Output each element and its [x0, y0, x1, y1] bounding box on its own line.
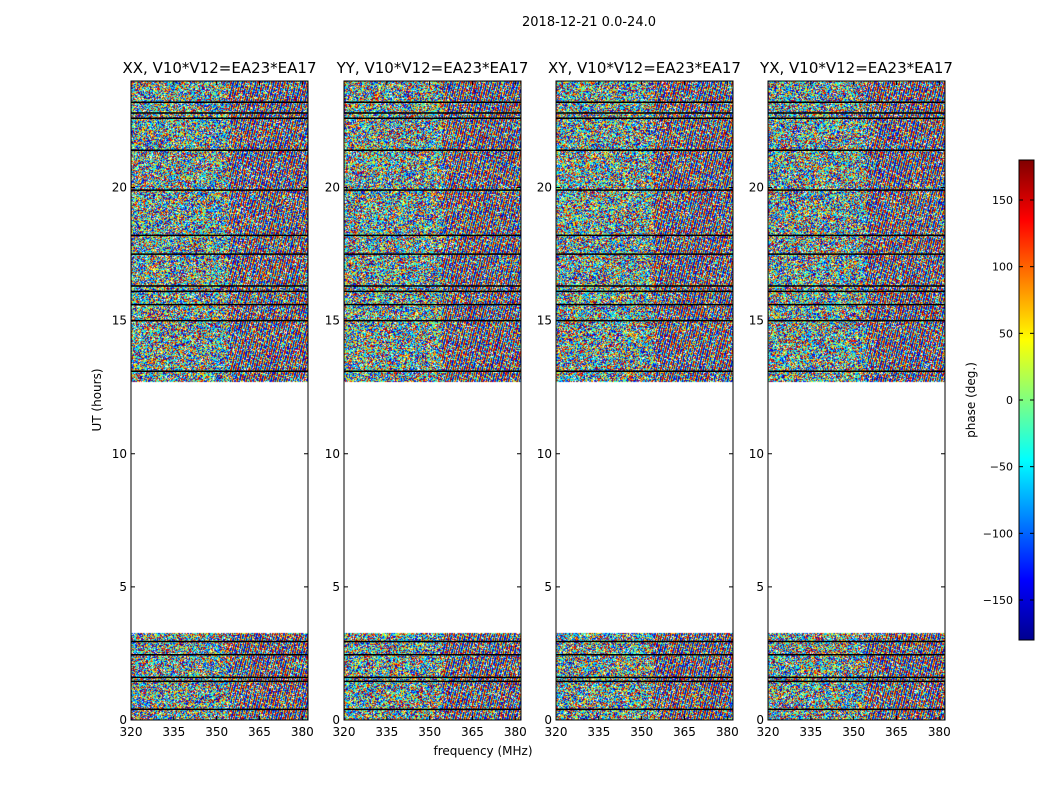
heatmap-image: [131, 81, 308, 720]
y-tick-label: 10: [749, 447, 764, 461]
colorbar-tick-label: 150: [992, 194, 1013, 207]
y-tick-label: 10: [112, 447, 127, 461]
colorbar-tick-label: 50: [999, 327, 1013, 340]
y-axis-label: UT (hours): [90, 368, 104, 431]
y-tick-label: 20: [325, 181, 340, 195]
heatmap-image: [556, 81, 733, 720]
x-tick-label: 380: [291, 725, 314, 739]
x-tick-label: 335: [587, 725, 610, 739]
x-tick-label: 335: [375, 725, 398, 739]
x-tick-label: 380: [504, 725, 527, 739]
heatmap-image: [768, 81, 945, 720]
panel-frame: [555, 80, 734, 721]
panel-frame: [767, 80, 946, 721]
panel-title: YX, V10*V12=EA23*EA17: [759, 59, 953, 77]
x-tick-label: 365: [673, 725, 696, 739]
y-tick-label: 5: [544, 580, 552, 594]
y-tick-label: 20: [537, 181, 552, 195]
heatmap-image: [344, 81, 521, 720]
y-tick-label: 0: [544, 713, 552, 727]
panel: YY, V10*V12=EA23*EA17 320 335 350 365 380 0 5 10…: [325, 59, 529, 739]
panel: XY, V10*V12=EA23*EA17 320 335 350 365 380 0 5 10…: [537, 59, 741, 739]
x-tick-label: 320: [120, 725, 143, 739]
y-tick-label: 5: [756, 580, 764, 594]
y-tick-label: 5: [332, 580, 340, 594]
x-axis-label: frequency (MHz): [433, 744, 532, 758]
y-tick-label: 15: [537, 314, 552, 328]
colorbar-label: phase (deg.): [964, 362, 978, 438]
y-tick-label: 0: [332, 713, 340, 727]
panel-title: XY, V10*V12=EA23*EA17: [548, 59, 741, 77]
y-tick-label: 0: [756, 713, 764, 727]
y-tick-label: 15: [325, 314, 340, 328]
x-tick-label: 350: [205, 725, 228, 739]
x-tick-label: 350: [418, 725, 441, 739]
x-tick-label: 365: [885, 725, 908, 739]
y-tick-label: 0: [119, 713, 127, 727]
colorbar-tick-label: 0: [1006, 394, 1013, 407]
x-tick-label: 350: [842, 725, 865, 739]
x-tick-label: 365: [461, 725, 484, 739]
x-tick-label: 335: [799, 725, 822, 739]
y-tick-label: 20: [112, 181, 127, 195]
colorbar: 150 100 50 0 −50 −100 −150 phase (deg.): [964, 159, 1035, 641]
x-tick-label: 320: [333, 725, 356, 739]
figure-title: 2018-12-21 0.0-24.0: [522, 15, 656, 30]
panel-title: YY, V10*V12=EA23*EA17: [336, 59, 529, 77]
y-tick-label: 10: [537, 447, 552, 461]
colorbar-tick-label: −100: [983, 527, 1013, 540]
y-tick-label: 20: [749, 181, 764, 195]
x-tick-label: 380: [928, 725, 951, 739]
x-tick-label: 350: [630, 725, 653, 739]
x-tick-label: 365: [248, 725, 271, 739]
panel-title: XX, V10*V12=EA23*EA17: [122, 59, 316, 77]
x-tick-label: 320: [757, 725, 780, 739]
y-tick-label: 10: [325, 447, 340, 461]
x-tick-label: 380: [716, 725, 739, 739]
y-tick-label: 15: [749, 314, 764, 328]
y-tick-label: 5: [119, 580, 127, 594]
panel-frame: [130, 80, 309, 721]
panel-frame: [343, 80, 522, 721]
colorbar-tick-label: −150: [983, 594, 1013, 607]
colorbar-tick-label: −50: [990, 461, 1013, 474]
colorbar-tick-label: 100: [992, 261, 1013, 274]
panel: XX, V10*V12=EA23*EA17 320 335 350 365 380 0 5 10…: [112, 59, 317, 739]
x-tick-label: 320: [545, 725, 568, 739]
panel: YX, V10*V12=EA23*EA17 320 335 350 365 380 0 5 10…: [749, 59, 953, 739]
y-tick-label: 15: [112, 314, 127, 328]
x-tick-label: 335: [162, 725, 185, 739]
panels: XX, V10*V12=EA23*EA17 320 335 350 365 380 0 5 10…: [112, 59, 953, 739]
